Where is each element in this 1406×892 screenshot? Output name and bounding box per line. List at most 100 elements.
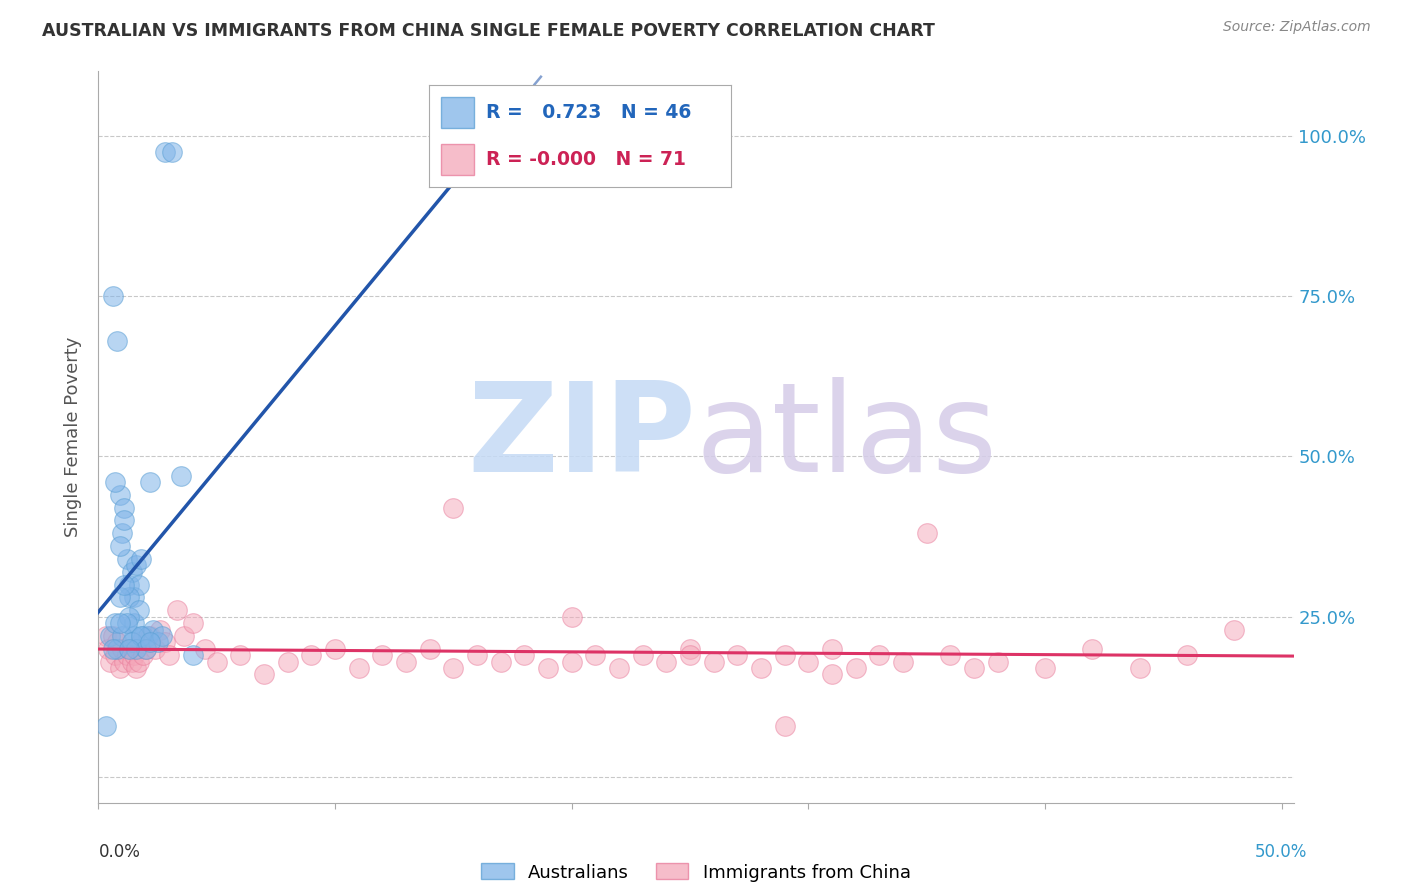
Point <box>101 289 124 303</box>
Point <box>679 648 702 663</box>
Text: R =   0.723   N = 46: R = 0.723 N = 46 <box>486 103 692 122</box>
Point <box>1223 623 1246 637</box>
Point <box>98 629 121 643</box>
Point <box>139 635 162 649</box>
Point <box>537 661 560 675</box>
Text: Source: ZipAtlas.com: Source: ZipAtlas.com <box>1223 20 1371 34</box>
Point <box>181 616 204 631</box>
Legend: Australians, Immigrants from China: Australians, Immigrants from China <box>481 863 911 881</box>
Point <box>111 629 134 643</box>
Point <box>150 629 173 643</box>
Point <box>170 468 193 483</box>
Text: 0.0%: 0.0% <box>98 843 141 861</box>
Point <box>115 552 138 566</box>
Point <box>347 661 370 675</box>
Point <box>114 577 136 591</box>
Point <box>129 635 152 649</box>
Point <box>143 641 166 656</box>
Point <box>963 661 986 675</box>
Point <box>153 635 176 649</box>
Point <box>419 641 441 656</box>
Point <box>915 526 938 541</box>
Point <box>98 655 121 669</box>
Point <box>105 641 128 656</box>
Point <box>139 629 162 643</box>
Point <box>108 488 131 502</box>
Point <box>132 629 155 643</box>
Point <box>125 661 148 675</box>
Point <box>465 648 488 663</box>
Point <box>181 648 204 663</box>
Point <box>253 667 276 681</box>
Point <box>173 629 195 643</box>
Point <box>1175 648 1198 663</box>
Point <box>104 648 127 663</box>
Point <box>821 641 844 656</box>
Point <box>773 719 796 733</box>
Point <box>679 641 702 656</box>
Point <box>129 629 152 643</box>
Point <box>118 641 141 656</box>
Y-axis label: Single Female Poverty: Single Female Poverty <box>65 337 83 537</box>
Point <box>115 648 138 663</box>
Point <box>94 629 117 643</box>
Bar <box>441 145 474 175</box>
Point <box>891 655 914 669</box>
Text: AUSTRALIAN VS IMMIGRANTS FROM CHINA SINGLE FEMALE POVERTY CORRELATION CHART: AUSTRALIAN VS IMMIGRANTS FROM CHINA SING… <box>42 22 935 40</box>
Point <box>160 145 183 159</box>
Point <box>1033 661 1056 675</box>
Point <box>277 655 299 669</box>
Point <box>157 648 180 663</box>
Point <box>166 603 188 617</box>
Point <box>845 661 868 675</box>
Point <box>114 514 136 528</box>
Point <box>128 577 150 591</box>
Point <box>105 334 128 348</box>
Point <box>655 655 678 669</box>
Point <box>114 655 136 669</box>
Point <box>583 648 606 663</box>
Point <box>797 655 820 669</box>
Point <box>105 635 128 649</box>
Point <box>108 591 131 605</box>
Point <box>128 655 150 669</box>
Point <box>513 648 536 663</box>
Point <box>441 500 464 515</box>
Point <box>561 609 583 624</box>
Point <box>118 577 141 591</box>
Point <box>118 591 141 605</box>
Point <box>142 623 165 637</box>
Point <box>139 475 162 489</box>
Bar <box>441 97 474 128</box>
Point <box>111 641 134 656</box>
Point <box>561 655 583 669</box>
Point <box>104 616 127 631</box>
Point <box>135 641 157 656</box>
Point <box>441 661 464 675</box>
Point <box>125 558 148 573</box>
Point <box>108 539 131 553</box>
Point <box>987 655 1010 669</box>
Text: atlas: atlas <box>696 376 998 498</box>
Point <box>821 667 844 681</box>
Point <box>129 552 152 566</box>
Point <box>104 475 127 489</box>
Point <box>1081 641 1104 656</box>
Point <box>205 655 228 669</box>
Point <box>631 648 654 663</box>
Point <box>194 641 217 656</box>
Point <box>114 500 136 515</box>
Point <box>125 641 148 656</box>
Point <box>371 648 394 663</box>
Point <box>939 648 962 663</box>
Text: R = -0.000   N = 71: R = -0.000 N = 71 <box>486 150 686 169</box>
Point <box>146 635 169 649</box>
Point <box>136 629 159 643</box>
Point <box>1129 661 1152 675</box>
Point <box>703 655 725 669</box>
Point <box>118 609 141 624</box>
Point <box>868 648 890 663</box>
Point <box>229 648 252 663</box>
Point <box>94 719 117 733</box>
Text: 50.0%: 50.0% <box>1256 843 1308 861</box>
